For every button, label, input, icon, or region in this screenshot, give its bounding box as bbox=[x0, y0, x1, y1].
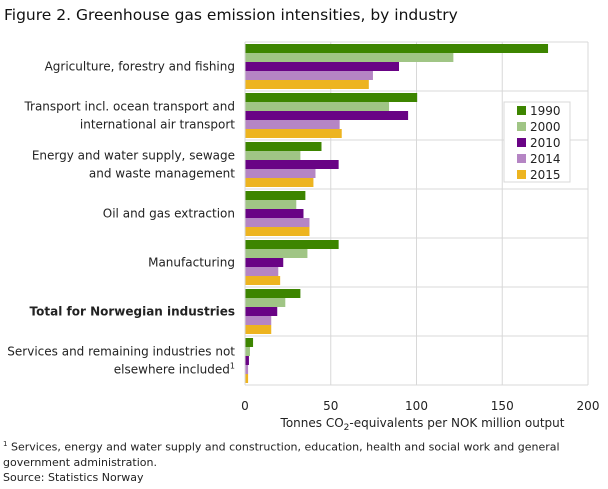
bar-2015 bbox=[245, 178, 314, 187]
category-label: international air transport bbox=[80, 118, 235, 132]
bar-1990 bbox=[245, 338, 254, 347]
bar-2000 bbox=[245, 102, 390, 111]
legend-swatch-2015 bbox=[517, 170, 526, 179]
bar-2010 bbox=[245, 209, 304, 218]
legend-label: 2010 bbox=[530, 136, 561, 150]
bar-2010 bbox=[245, 111, 409, 120]
bar-1990 bbox=[245, 93, 418, 102]
legend-swatch-2000 bbox=[517, 122, 526, 131]
category-label: and waste management bbox=[89, 167, 235, 181]
bar-2015 bbox=[245, 374, 249, 383]
chart-title: Figure 2. Greenhouse gas emission intens… bbox=[4, 6, 458, 24]
x-tick-label: 150 bbox=[491, 399, 514, 413]
bar-2015 bbox=[245, 129, 342, 138]
bar-2014 bbox=[245, 267, 279, 276]
bar-2015 bbox=[245, 227, 310, 236]
bar-1990 bbox=[245, 240, 339, 249]
legend-swatch-2014 bbox=[517, 154, 526, 163]
bar-2015 bbox=[245, 80, 369, 89]
bar-2014 bbox=[245, 169, 316, 178]
legend bbox=[503, 101, 571, 183]
bar-2000 bbox=[245, 249, 308, 258]
bar-1990 bbox=[245, 44, 549, 53]
bar-1990 bbox=[245, 289, 301, 298]
bar-2014 bbox=[245, 316, 272, 325]
legend-label: 2014 bbox=[530, 152, 561, 166]
bar-1990 bbox=[245, 142, 322, 151]
bar-2010 bbox=[245, 62, 400, 71]
bar-2010 bbox=[245, 160, 339, 169]
category-label: elsewhere included1 bbox=[114, 362, 235, 377]
legend-label: 1990 bbox=[530, 104, 561, 118]
legend-label: 2000 bbox=[530, 120, 561, 134]
bar-2010 bbox=[245, 356, 249, 365]
bar-2000 bbox=[245, 200, 297, 209]
footnote: 1 Services, energy and water supply and … bbox=[3, 440, 560, 469]
legend-label: 2015 bbox=[530, 168, 561, 182]
bar-2014 bbox=[245, 365, 249, 374]
bar-2000 bbox=[245, 53, 454, 62]
bar-1990 bbox=[245, 191, 306, 200]
category-label: Manufacturing bbox=[148, 256, 235, 270]
bar-2000 bbox=[245, 298, 286, 307]
bar-2015 bbox=[245, 325, 272, 334]
category-label: Oil and gas extraction bbox=[103, 207, 235, 221]
legend-swatch-1990 bbox=[517, 106, 526, 115]
bar-2000 bbox=[245, 151, 301, 160]
footnotes: 1 Services, energy and water supply and … bbox=[3, 437, 603, 485]
category-label: Agriculture, forestry and fishing bbox=[45, 60, 235, 74]
category-label: Transport incl. ocean transport and bbox=[23, 100, 235, 114]
x-tick-label: 100 bbox=[405, 399, 428, 413]
x-tick-label: 200 bbox=[577, 399, 600, 413]
x-axis-label: Tonnes CO2-equivalents per NOK million o… bbox=[280, 416, 565, 433]
bar-2014 bbox=[245, 71, 373, 80]
bar-2014 bbox=[245, 218, 310, 227]
source: Source: Statistics Norway bbox=[3, 470, 144, 484]
bar-2014 bbox=[245, 120, 340, 129]
legend-swatch-2010 bbox=[517, 138, 526, 147]
x-tick-label: 50 bbox=[323, 399, 338, 413]
category-label: Total for Norwegian industries bbox=[30, 305, 235, 319]
bar-2015 bbox=[245, 276, 281, 285]
bar-2000 bbox=[245, 347, 250, 356]
category-label: Energy and water supply, sewage bbox=[32, 149, 235, 163]
bar-2010 bbox=[245, 307, 278, 316]
bar-chart: 0 50 100 150 200 Agriculture, forestry and fi… bbox=[7, 41, 600, 433]
category-label: Services and remaining industries not bbox=[7, 345, 235, 359]
bar-2010 bbox=[245, 258, 284, 267]
x-tick-label: 0 bbox=[241, 399, 249, 413]
